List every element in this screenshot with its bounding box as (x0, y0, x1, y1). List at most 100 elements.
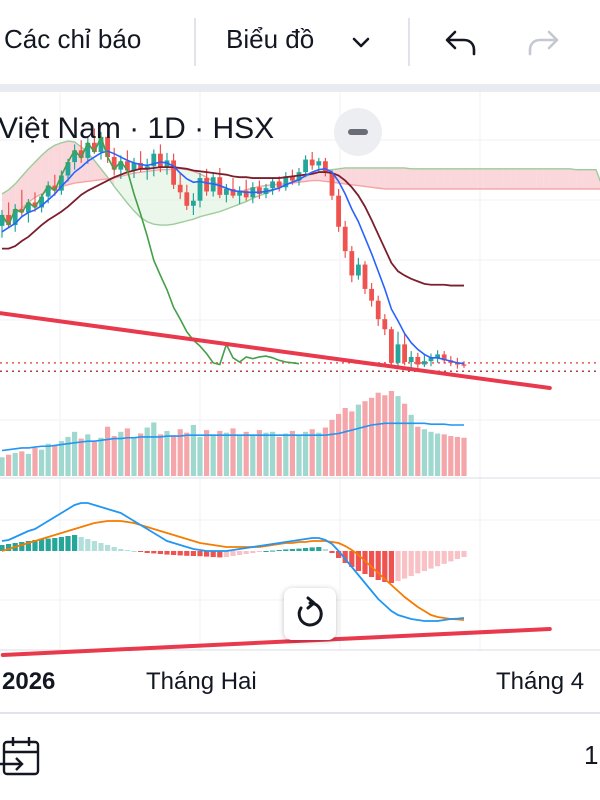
macd-histogram-bar (283, 549, 289, 551)
cloud-segment (444, 168, 451, 189)
volume-bar (118, 431, 124, 476)
macd-histogram-bar (118, 549, 124, 551)
cloud-segment (563, 168, 570, 189)
volume-bar (303, 431, 309, 476)
cloud-segment (516, 168, 524, 189)
cloud-segment (576, 169, 583, 189)
legend-collapse-button[interactable] (334, 108, 382, 156)
indicators-button[interactable]: Các chỉ báo (4, 24, 142, 54)
macd-histogram-bar (369, 551, 375, 577)
macd-trendline (0, 627, 552, 657)
chart-legend-title[interactable]: Việt Nam · 1D · HSX (0, 112, 275, 145)
candle (316, 161, 322, 166)
candle (435, 354, 440, 358)
cloud-segment (371, 167, 379, 189)
undo-icon[interactable] (442, 26, 478, 60)
volume-bar (144, 427, 150, 476)
macd-histogram-bar (6, 544, 12, 551)
cloud-segment (160, 169, 167, 226)
cloud-segment (404, 167, 412, 189)
cloud-segment (305, 173, 313, 182)
volume-bar (408, 414, 414, 476)
macd-histogram-bar (171, 551, 177, 555)
macd-histogram-bar (382, 551, 388, 582)
macd-histogram-bar (395, 551, 401, 581)
volume-bar (395, 396, 401, 476)
bottom-toolbar (0, 714, 600, 800)
volume-bar (131, 437, 137, 476)
candle (12, 209, 18, 226)
senkou-span-a (1, 168, 600, 224)
cloud-segment (457, 168, 464, 189)
cloud-segment (180, 168, 187, 223)
kijun-sen (2, 166, 464, 287)
candle (375, 300, 381, 320)
candle (78, 150, 84, 158)
macd-histogram-bar (256, 551, 262, 552)
volume-bar (52, 445, 58, 476)
macd-histogram-bar (296, 548, 302, 551)
macd-histogram-bar (349, 551, 355, 567)
candle (111, 157, 117, 170)
macd-histogram-bar (98, 543, 104, 551)
candle (428, 357, 434, 362)
candle (382, 319, 388, 330)
cloud-segment (596, 169, 600, 189)
candle (283, 176, 289, 188)
cloud-segment (556, 168, 563, 189)
candle (131, 162, 137, 171)
macd-histogram-bar (78, 537, 84, 551)
calendar-arrow-icon[interactable] (0, 734, 44, 782)
volume-bar (105, 426, 111, 476)
macd-histogram-bar (303, 548, 309, 551)
macd-histogram-bar (91, 541, 97, 551)
volume-bar (12, 453, 18, 476)
macd-histogram-bar (217, 551, 223, 558)
volume-bar (58, 441, 64, 476)
macd-histogram-bar (329, 551, 335, 553)
volume-bar (98, 437, 104, 476)
chart-area[interactable] (0, 92, 600, 710)
volume-bar (448, 436, 454, 476)
volume-bar (32, 447, 38, 476)
volume-bar (342, 408, 348, 476)
volume-bar (237, 436, 243, 476)
chart-type-button[interactable]: Biểu đồ (226, 24, 315, 54)
reset-chart-button[interactable] (284, 588, 336, 640)
chart-canvas[interactable] (0, 92, 600, 710)
cloud-segment (384, 167, 392, 189)
macd-histogram-bar (144, 551, 150, 553)
macd-histogram-bar (0, 545, 5, 551)
macd-histogram-bar (65, 536, 71, 551)
volume-bar (296, 435, 302, 476)
candle (290, 176, 295, 181)
redo-icon[interactable] (526, 26, 562, 60)
volume-bar (355, 404, 361, 476)
chevron-down-icon[interactable] (350, 34, 372, 52)
tenkan-sen (1, 150, 465, 365)
ichimoku-cloud (1, 140, 600, 226)
volume-bar (316, 432, 322, 476)
volume-bar (349, 411, 355, 476)
macd-histogram-bar (25, 541, 31, 551)
macd-panel (0, 502, 467, 622)
chikou-span (1, 134, 300, 366)
cloud-segment (351, 167, 359, 186)
cloud-segment (127, 173, 134, 211)
ichimoku-lines (1, 134, 465, 366)
volume-bar (25, 453, 31, 476)
cloud-segment (391, 167, 398, 189)
macd-histogram-bar (105, 545, 111, 551)
volume-bar (283, 433, 289, 476)
macd-histogram-bar (204, 551, 210, 557)
cloud-segment (358, 167, 365, 187)
candle (276, 181, 282, 188)
macd-histogram-bar (402, 551, 408, 579)
candle (39, 196, 44, 208)
candle (118, 161, 124, 170)
bottom-divider (0, 712, 600, 714)
candle (98, 136, 104, 152)
macd-histogram-bar (164, 551, 170, 555)
candle (105, 136, 110, 158)
candle (349, 251, 355, 276)
